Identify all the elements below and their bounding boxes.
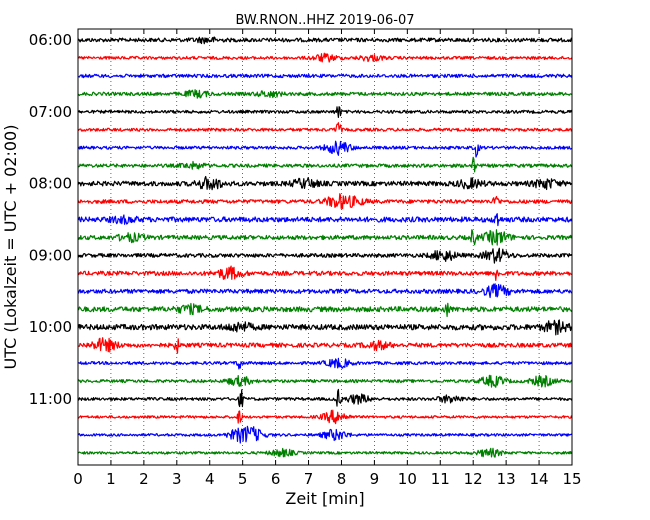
y-tick-label: 10:00 [29,318,72,336]
y-tick-label: 08:00 [29,175,72,193]
x-tick-label: 3 [172,470,182,488]
trace-line [77,175,573,191]
x-tick-label: 15 [562,470,581,488]
trace-line [77,229,573,246]
trace-line [77,337,573,354]
trace-line [78,52,573,63]
y-axis-ticks: 06:00 07:00 08:00 09:00 10:00 11:00 [29,31,572,408]
y-tick-label: 07:00 [29,103,72,121]
x-axis-ticks: 0 1 2 3 4 5 6 7 8 9 10 11 12 13 14 15 [73,29,582,488]
trace-line [77,89,573,99]
trace-line [77,193,573,210]
x-tick-label: 13 [497,470,516,488]
x-tick-label: 12 [464,470,483,488]
y-tick-label: 11:00 [29,390,72,408]
x-tick-label: 14 [530,470,549,488]
y-tick-label: 09:00 [29,246,72,264]
x-tick-label: 8 [337,470,347,488]
trace-line [77,213,573,227]
trace-line [77,36,573,45]
trace-line [77,425,573,444]
trace-line [77,388,573,408]
trace-line [77,319,573,336]
vertical-grid [110,29,540,465]
y-tick-label: 06:00 [29,31,72,49]
chart-title: BW.RNON..HHZ 2019-06-07 [235,13,414,28]
trace-line [77,73,573,79]
trace-line [77,122,573,133]
trace-line [77,357,573,370]
trace-line [77,156,573,173]
x-tick-label: 6 [271,470,281,488]
x-tick-label: 9 [370,470,380,488]
trace-line [77,247,573,264]
plot-frame [77,28,573,466]
x-tick-label: 5 [238,470,248,488]
trace-line [77,283,573,299]
trace-line [78,409,573,425]
x-tick-label: 1 [106,470,116,488]
trace-line [78,302,573,318]
trace-line [77,106,573,118]
trace-line [77,447,573,458]
seismic-traces [77,36,573,458]
x-tick-label: 4 [205,470,215,488]
x-tick-label: 10 [398,470,417,488]
trace-line [77,265,573,281]
x-axis-label: Zeit [min] [285,489,364,508]
x-tick-label: 0 [73,470,83,488]
x-tick-label: 7 [304,470,314,488]
x-tick-label: 11 [431,470,450,488]
trace-line [77,140,573,158]
x-tick-label: 2 [139,470,149,488]
y-axis-label: UTC (Lokalzeit = UTC + 02:00) [1,125,20,370]
trace-line [77,374,573,388]
